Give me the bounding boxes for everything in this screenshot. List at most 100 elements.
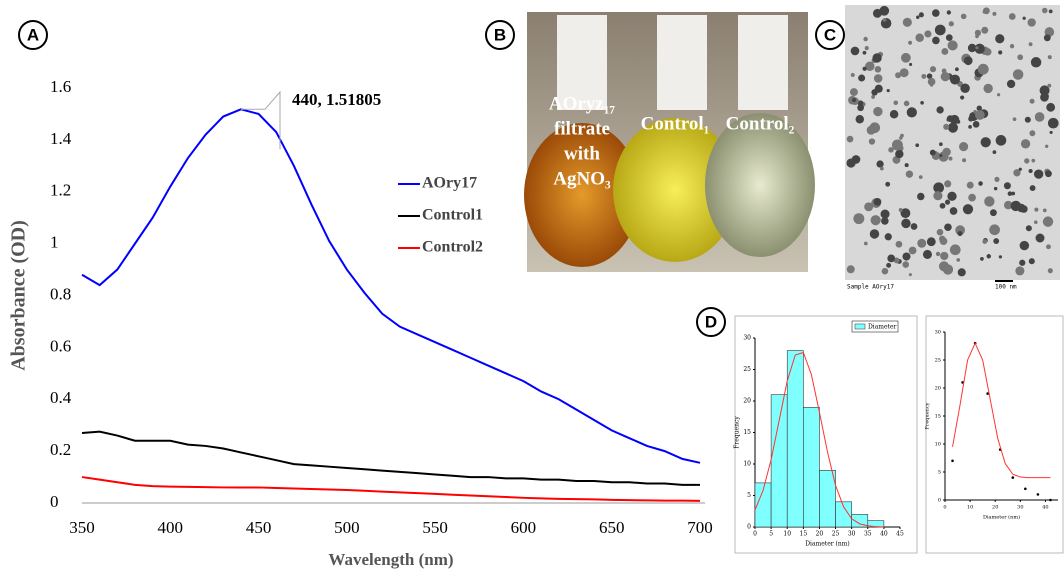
particle xyxy=(905,163,909,167)
flask-label: Control₂ xyxy=(726,113,795,134)
particle xyxy=(909,63,912,66)
x-tick-label: 15 xyxy=(800,531,808,538)
particle xyxy=(960,95,964,99)
particle xyxy=(982,239,987,244)
particle xyxy=(869,138,875,144)
particle xyxy=(1015,266,1024,275)
particle xyxy=(963,204,973,214)
flask-label: AOryz₁₇ xyxy=(549,93,616,114)
y-axis-title: Frequency xyxy=(925,402,931,429)
particle xyxy=(1019,168,1022,171)
particle xyxy=(893,101,898,106)
particle xyxy=(852,98,856,102)
particle xyxy=(994,177,999,182)
particle xyxy=(847,136,854,143)
y-tick-label: 0.2 xyxy=(50,440,71,459)
particle xyxy=(919,175,923,179)
particle xyxy=(990,209,997,216)
particle xyxy=(870,229,879,238)
x-tick-label: 400 xyxy=(158,518,184,537)
particle xyxy=(1013,69,1024,80)
particle xyxy=(909,247,917,255)
particle xyxy=(1048,268,1053,273)
particle xyxy=(993,238,999,244)
particle xyxy=(1034,208,1038,212)
particle xyxy=(1049,9,1053,13)
y-tick-label: 10 xyxy=(743,461,751,468)
particle xyxy=(903,18,912,27)
x-tick-label: 30 xyxy=(1017,505,1023,511)
particle xyxy=(1035,112,1045,122)
histogram-bar xyxy=(787,351,803,527)
y-tick-label: 1.2 xyxy=(50,181,71,200)
particle xyxy=(996,135,1007,146)
x-tick-label: 600 xyxy=(511,518,537,537)
flask-label: AgNO₃ xyxy=(553,168,611,189)
x-tick-label: 550 xyxy=(422,518,448,537)
particle xyxy=(911,223,918,230)
particle xyxy=(876,160,883,167)
particle xyxy=(1034,220,1038,224)
y-tick-label: 1 xyxy=(50,233,59,252)
particle xyxy=(975,110,985,120)
particle xyxy=(909,273,912,276)
particle xyxy=(882,268,889,275)
particle xyxy=(887,89,890,92)
legend-label: AOry17 xyxy=(422,175,477,192)
particle xyxy=(846,158,855,167)
particle xyxy=(896,241,903,248)
particle xyxy=(960,84,969,93)
particle xyxy=(1026,225,1032,231)
particle xyxy=(956,258,960,262)
particle xyxy=(1045,145,1048,148)
particle xyxy=(973,121,980,128)
particle xyxy=(1023,17,1026,20)
fit-curve xyxy=(953,343,1051,477)
particle xyxy=(917,193,924,200)
particle xyxy=(885,182,890,187)
x-tick-label: 40 xyxy=(1042,505,1048,511)
y-tick-label: 10 xyxy=(935,442,941,448)
x-tick-label: 40 xyxy=(880,531,888,538)
particle xyxy=(947,10,951,14)
particle xyxy=(1031,159,1035,163)
particle xyxy=(1030,185,1036,191)
annotation-label: 440, 1.51805 xyxy=(292,90,381,109)
particle xyxy=(890,110,898,118)
particle xyxy=(947,115,954,122)
particle xyxy=(987,254,991,258)
particle xyxy=(935,25,946,36)
particle xyxy=(975,46,978,49)
y-tick-label: 1.6 xyxy=(50,77,71,96)
particle xyxy=(864,202,873,211)
particle xyxy=(999,255,1002,258)
legend-label: Diameter xyxy=(868,324,897,331)
particle xyxy=(941,72,950,81)
particle xyxy=(1048,55,1052,59)
particle xyxy=(858,75,865,82)
particle xyxy=(1021,139,1030,148)
particle xyxy=(933,191,942,200)
particle xyxy=(1031,57,1041,67)
x-axis-title: Diameter (nm) xyxy=(983,514,1020,521)
particle xyxy=(949,21,954,26)
particle xyxy=(1045,170,1052,177)
x-tick-label: 450 xyxy=(246,518,272,537)
y-tick-label: 5 xyxy=(747,492,751,499)
particle xyxy=(1011,192,1015,196)
particle xyxy=(1029,42,1033,46)
particle xyxy=(872,53,881,62)
flask-label: filtrate xyxy=(554,118,610,139)
y-tick-label: 0.4 xyxy=(50,388,72,407)
particle xyxy=(932,9,940,17)
histogram-bar xyxy=(819,470,835,527)
particle xyxy=(874,198,882,206)
particle xyxy=(906,170,913,177)
histogram-bar xyxy=(771,395,787,527)
particle xyxy=(853,213,864,224)
particle xyxy=(916,16,919,19)
legend-label: Control1 xyxy=(422,207,483,224)
x-tick-label: 10 xyxy=(783,531,791,538)
particle xyxy=(936,106,943,113)
particle xyxy=(847,265,855,273)
